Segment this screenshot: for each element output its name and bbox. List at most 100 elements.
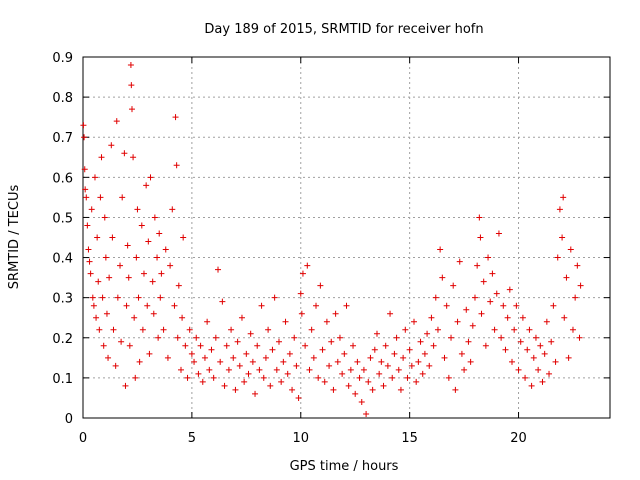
data-point [477, 234, 484, 241]
data-point [532, 334, 539, 341]
data-point [341, 350, 348, 357]
data-point [150, 310, 157, 317]
data-point [206, 366, 213, 373]
data-point [310, 354, 317, 361]
data-point [371, 346, 378, 353]
data-point [167, 262, 174, 269]
data-point [330, 386, 337, 393]
data-point [556, 206, 563, 213]
data-point [517, 338, 524, 345]
data-point [204, 318, 211, 325]
data-point [151, 214, 158, 221]
data-point [495, 230, 502, 237]
data-point [506, 286, 513, 293]
data-point [127, 62, 134, 69]
data-point [526, 326, 533, 333]
data-point [175, 282, 182, 289]
data-point [108, 142, 115, 149]
data-point [81, 134, 88, 141]
data-point [454, 318, 461, 325]
data-point [567, 246, 574, 253]
data-point [524, 346, 531, 353]
data-point [128, 82, 135, 89]
data-point [343, 302, 350, 309]
data-point [136, 358, 143, 365]
data-point [247, 330, 254, 337]
data-point [254, 342, 261, 349]
data-point [289, 386, 296, 393]
data-point [103, 310, 110, 317]
data-point [143, 182, 150, 189]
data-point [548, 338, 555, 345]
data-point [498, 334, 505, 341]
data-point [439, 274, 446, 281]
data-point [413, 378, 420, 385]
data-point [249, 358, 256, 365]
data-point [124, 242, 131, 249]
data-point [174, 334, 181, 341]
data-point [463, 306, 470, 313]
data-point [365, 378, 372, 385]
data-point [234, 338, 241, 345]
data-point [100, 342, 107, 349]
data-point [393, 334, 400, 341]
data-point [358, 398, 365, 405]
y-tick-label: 0.3 [52, 292, 73, 307]
data-point [569, 326, 576, 333]
data-point [284, 370, 291, 377]
data-point [554, 254, 561, 261]
data-point [169, 206, 176, 213]
data-point [304, 262, 311, 269]
data-point [519, 314, 526, 321]
data-point [210, 374, 217, 381]
data-point [559, 234, 566, 241]
data-point [126, 342, 133, 349]
data-point [297, 290, 304, 297]
data-point [223, 342, 230, 349]
data-point [321, 378, 328, 385]
data-point [83, 194, 90, 201]
data-point [400, 354, 407, 361]
data-point [122, 382, 129, 389]
data-point [106, 274, 113, 281]
data-point [528, 382, 535, 389]
data-point [201, 354, 208, 361]
data-point [445, 374, 452, 381]
data-point [432, 294, 439, 301]
data-point [535, 366, 542, 373]
data-point [219, 298, 226, 305]
data-point [458, 350, 465, 357]
data-point [563, 274, 570, 281]
data-point [156, 230, 163, 237]
chart-title: Day 189 of 2015, SRMTID for receiver hof… [204, 22, 483, 37]
data-point [452, 386, 459, 393]
data-point [395, 366, 402, 373]
data-point [230, 354, 237, 361]
data-point [112, 362, 119, 369]
data-point [515, 366, 522, 373]
data-point [179, 314, 186, 321]
data-point [522, 374, 529, 381]
data-point [299, 270, 306, 277]
data-point [382, 342, 389, 349]
data-point [560, 194, 567, 201]
data-point [121, 150, 128, 157]
data-point [434, 326, 441, 333]
data-point [109, 234, 116, 241]
data-point [315, 374, 322, 381]
data-point [448, 334, 455, 341]
data-point [397, 386, 404, 393]
data-point [345, 382, 352, 389]
data-point [332, 310, 339, 317]
data-point [417, 338, 424, 345]
data-point [84, 222, 91, 229]
data-point [291, 334, 298, 341]
data-point [144, 302, 151, 309]
data-point [88, 206, 95, 213]
data-point [140, 270, 147, 277]
data-point [135, 294, 142, 301]
x-tick-label: 5 [188, 431, 196, 446]
data-point [101, 214, 108, 221]
data-point [252, 390, 259, 397]
data-point [509, 358, 516, 365]
